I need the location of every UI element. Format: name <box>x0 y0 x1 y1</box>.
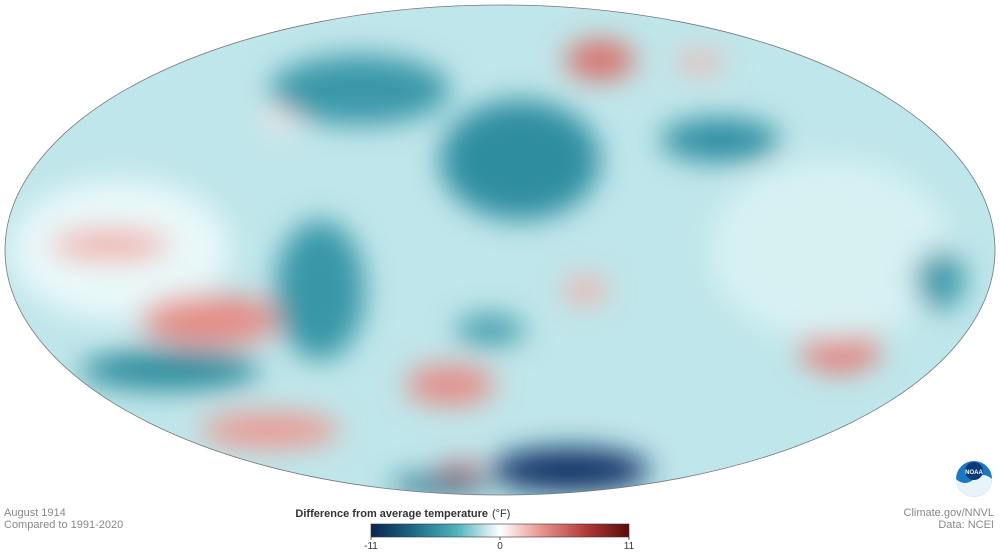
baseline: Compared to 1991-2020 <box>4 519 123 531</box>
map <box>5 5 995 495</box>
noaa-logo: NOAA <box>956 461 992 497</box>
colorbar-tick-label: -11 <box>364 541 378 552</box>
credit: Climate.gov/NNVL <box>904 507 994 519</box>
legend-title: Difference from average temperature <box>295 508 488 520</box>
map-outline <box>4 4 996 496</box>
colorbar-tick-label: 11 <box>624 541 635 552</box>
source: Data: NCEI <box>938 519 994 531</box>
date: August 1914 <box>4 507 66 519</box>
logo-text: NOAA <box>965 470 983 476</box>
colorbar-tick-label: 0 <box>497 541 503 552</box>
colorbar <box>370 523 630 538</box>
legend-unit: (°F) <box>492 508 510 520</box>
